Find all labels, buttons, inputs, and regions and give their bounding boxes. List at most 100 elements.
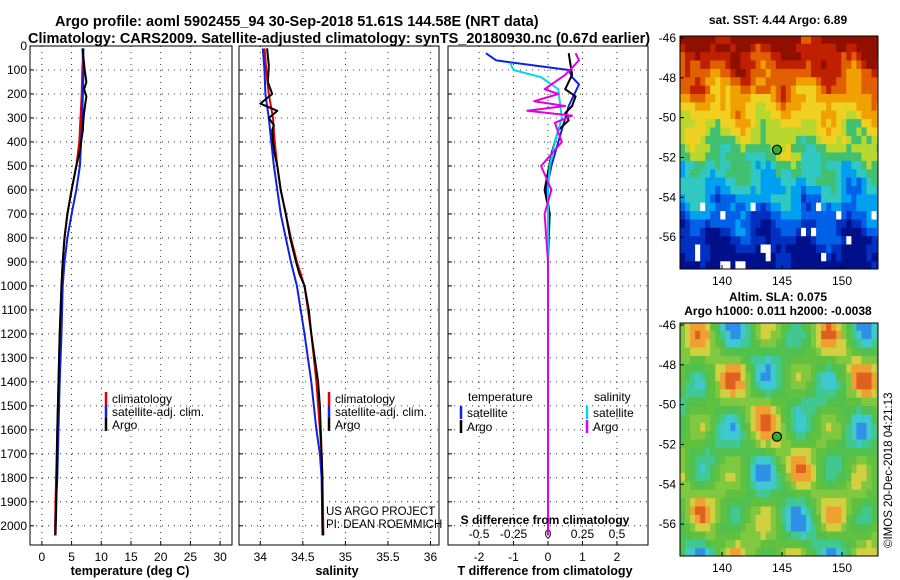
sst-map-cell (705, 243, 711, 253)
sst-map-cell (856, 260, 862, 269)
sst-map-cell (730, 101, 736, 111)
sst-map-cell (685, 151, 691, 161)
difference-top-xlabel: S difference from climatology (461, 513, 630, 527)
sla-map-cell (866, 323, 873, 331)
sst-map-cell (816, 36, 822, 44)
sla-map-cell (735, 363, 741, 373)
sla-map-cell (755, 547, 762, 556)
sst-map-cell (720, 36, 726, 44)
sst-map-cell (760, 210, 767, 220)
sst-map-cell (816, 143, 822, 153)
sla-map-cell (715, 323, 721, 331)
sst-map-cell (876, 143, 878, 153)
sst-map-cell (846, 101, 852, 111)
sst-map-cell (785, 243, 792, 253)
sla-map-cell (785, 522, 792, 532)
sla-map-cell (801, 497, 807, 507)
sla-map-cell (740, 363, 747, 373)
sst-map-cell (740, 252, 747, 262)
sst-map-cell (720, 135, 726, 145)
sla-map-cell (725, 497, 731, 507)
sla-map-cell (856, 455, 862, 465)
sst-map-cell (725, 218, 731, 228)
sst-map-cell (690, 135, 696, 145)
sst-map-cell (866, 126, 873, 136)
sla-map-cell (720, 489, 726, 499)
sst-map-cell (801, 43, 807, 53)
sla-map-cell (680, 380, 686, 390)
sla-map-cell (695, 497, 701, 507)
sla-map-cell (695, 397, 701, 407)
sla-map-cell (705, 505, 711, 515)
sla-map-ytick-label: -46 (659, 318, 677, 332)
temperature-ytick-label: 1300 (0, 351, 27, 365)
sla-map-cell (790, 388, 797, 398)
sst-map-cell (735, 59, 741, 69)
sst-map-cell (715, 110, 721, 120)
sst-map-cell (780, 143, 787, 153)
sla-map-cell (856, 447, 862, 457)
sla-map-cell (690, 505, 696, 515)
sst-map-cell (851, 252, 857, 262)
sst-map-cell (740, 135, 747, 145)
sst-map-cell (700, 193, 706, 203)
sla-map-cell (826, 430, 832, 440)
sst-map-cell (795, 160, 802, 170)
sla-map-cell (861, 539, 867, 549)
sst-map-cell (806, 93, 812, 103)
sla-map-cell (866, 472, 873, 482)
sst-map-cell (690, 51, 696, 61)
sst-map-cell (816, 151, 822, 161)
sst-map-cell (801, 235, 807, 245)
temperature-series-argo (54, 48, 88, 536)
sst-map-cell (765, 227, 772, 237)
sla-map-cell (836, 323, 842, 331)
sst-map-cell (755, 243, 762, 253)
sst-map-cell (690, 218, 696, 228)
sst-map-cell (695, 93, 701, 103)
sst-map-cell (841, 143, 847, 153)
sla-map-cell (735, 489, 741, 499)
sst-map-cell (866, 252, 873, 262)
sst-map-cell (806, 193, 812, 203)
sst-map-cell (705, 118, 711, 128)
sst-map-cell (695, 168, 701, 178)
sst-map-cell (780, 252, 787, 262)
sst-map-cell (856, 218, 862, 228)
sla-map-cell (705, 530, 711, 540)
sst-map-cell (806, 168, 812, 178)
sla-map-cell (856, 530, 862, 540)
sst-map-cell (826, 202, 832, 212)
sst-map-cell (836, 202, 842, 212)
sla-map-cell (831, 330, 837, 340)
sla-map-cell (720, 497, 726, 507)
sst-map-cell (695, 76, 701, 86)
sst-map-cell (750, 185, 757, 195)
sla-map-cell (685, 430, 691, 440)
sla-map-cell (750, 505, 757, 515)
sst-map-cell (831, 101, 837, 111)
sst-map-cell (750, 126, 757, 136)
sla-map-cell (821, 413, 827, 423)
sst-map-cell (695, 110, 701, 120)
sla-map-cell (866, 539, 873, 549)
sla-map-cell (801, 397, 807, 407)
sla-map-cell (770, 413, 777, 423)
sst-map-cell (740, 235, 747, 245)
sla-map-cell (685, 522, 691, 532)
sla-map-cell (841, 397, 847, 407)
sla-map-cell (831, 323, 837, 331)
sst-map-cell (770, 110, 777, 120)
sla-map-cell (710, 363, 716, 373)
sst-map-cell (715, 193, 721, 203)
sst-map-cell (841, 177, 847, 186)
sst-map-cell (811, 177, 817, 186)
sst-map-cell (790, 235, 797, 245)
sla-map-cell (806, 522, 812, 532)
sst-map-cell (765, 93, 772, 103)
sla-map-cell (755, 438, 762, 448)
sst-map-cell (725, 210, 731, 220)
sla-map-cell (725, 480, 731, 490)
sst-map-cell (745, 68, 752, 78)
sla-map-cell (725, 323, 731, 331)
